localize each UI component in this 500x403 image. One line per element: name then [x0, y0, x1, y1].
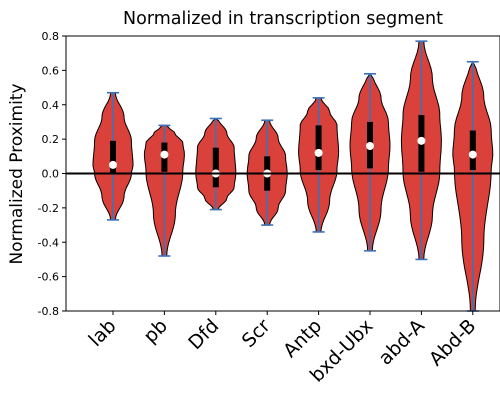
violin-abd-A: [400, 40, 442, 261]
median-point: [417, 136, 426, 145]
y-tick-label: 0.0: [42, 168, 60, 181]
iqr-box: [469, 130, 476, 171]
median-point: [314, 148, 323, 157]
median-point: [109, 160, 117, 169]
y-tick-label: -0.2: [38, 202, 59, 215]
iqr-box: [110, 140, 116, 174]
median-point: [366, 142, 374, 150]
x-tick-label: pb: [139, 315, 172, 348]
plot-area: [66, 40, 500, 312]
x-tick-label: Antp: [279, 315, 326, 362]
violin-Antp: [298, 97, 340, 233]
y-tick-label: 0.8: [42, 30, 60, 43]
violin-lab: [92, 91, 134, 221]
violin-pb: [143, 124, 185, 257]
x-tick-label: lab: [84, 315, 120, 351]
x-tick-label: Abd-B: [425, 315, 480, 370]
y-tick-label: 0.4: [42, 99, 60, 112]
median-point: [160, 150, 169, 159]
x-tick-label: Dfd: [184, 315, 223, 354]
y-tick-label: -0.8: [38, 305, 59, 318]
x-tick-label: Scr: [238, 315, 275, 352]
violin-bxd-Ubx: [349, 72, 391, 252]
median-point: [468, 150, 477, 159]
violin-Abd-B: [452, 60, 494, 312]
chart-title: Normalized in transcription segment: [123, 9, 443, 29]
y-tick-label: -0.4: [38, 236, 59, 249]
y-tick-label: -0.6: [38, 271, 59, 284]
y-axis: -0.8 -0.6 -0.4 -0.2 0.0 0.2 0.4 0.6 0.8: [38, 30, 66, 318]
x-tick-label: abd-A: [374, 315, 429, 370]
iqr-box: [212, 147, 219, 188]
y-tick-label: 0.6: [42, 64, 60, 77]
y-axis-label: Normalized Proximity: [7, 83, 27, 264]
iqr-box: [315, 125, 322, 171]
violin-Dfd: [195, 117, 237, 211]
y-tick-label: 0.2: [42, 133, 60, 146]
